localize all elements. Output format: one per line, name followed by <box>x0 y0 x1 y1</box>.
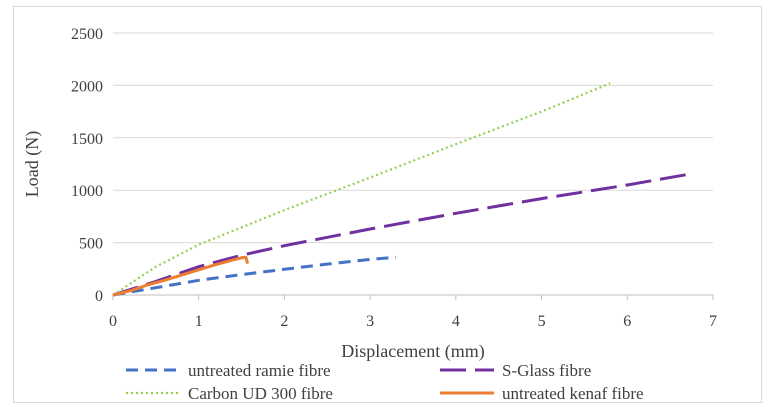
series-lines <box>112 82 688 297</box>
x-tick-label: 3 <box>366 313 374 330</box>
x-tick-label: 7 <box>709 313 717 330</box>
y-tick-label: 1500 <box>71 131 103 148</box>
x-tick-label: 1 <box>195 313 203 330</box>
x-tick-label: 2 <box>280 313 288 330</box>
y-tick-label: 2500 <box>71 26 103 43</box>
legend: untreated ramie fibre S-Glass fibre Carbon… <box>126 361 644 403</box>
y-axis-label: Load (N) <box>22 131 43 197</box>
series-line-untreated-ramie-fibre <box>112 255 397 297</box>
x-tick-label: 6 <box>623 313 631 330</box>
legend-label: Carbon UD 300 fibre <box>188 384 333 403</box>
x-tick-label: 0 <box>109 313 117 330</box>
x-tick-label: 4 <box>452 313 460 330</box>
legend-label: S-Glass fibre <box>502 361 591 380</box>
chart-frame <box>13 6 762 403</box>
y-tick-labels: 0 500 1000 1500 2000 2500 <box>71 26 103 305</box>
legend-label: untreated ramie fibre <box>188 361 331 380</box>
x-tick-label: 5 <box>538 313 546 330</box>
series-line-s-glass-fibre <box>112 173 688 297</box>
axes <box>112 294 714 300</box>
y-tick-label: 1000 <box>71 183 103 200</box>
series-line-untreated-kenaf-fibre <box>112 255 250 297</box>
legend-label: untreated kenaf fibre <box>502 384 644 403</box>
series-line-carbon-ud-300-fibre <box>112 82 611 296</box>
y-tick-label: 0 <box>95 288 103 305</box>
x-axis-label: Displacement (mm) <box>341 341 484 362</box>
y-tick-label: 2000 <box>71 78 103 95</box>
x-tick-labels: 0 1 2 3 4 5 6 7 <box>109 313 717 330</box>
y-tick-label: 500 <box>79 236 103 253</box>
gridlines <box>113 32 713 296</box>
